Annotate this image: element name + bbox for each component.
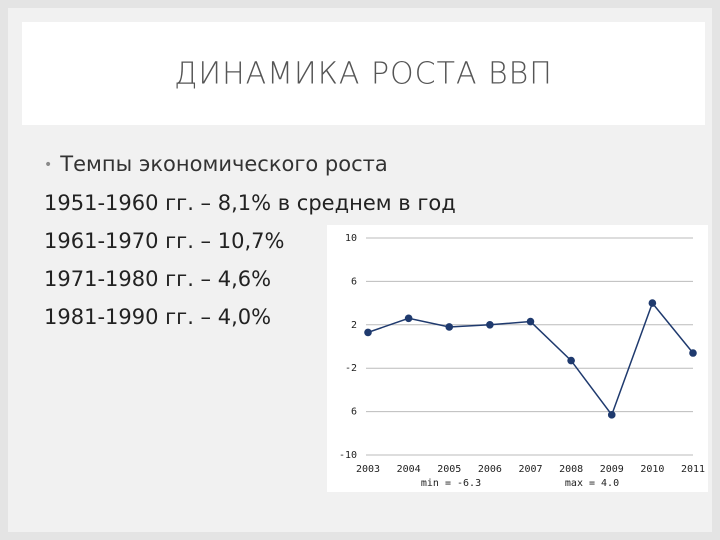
x-tick-label: 2003 xyxy=(356,464,380,475)
chart: 10 6 2 -2 6 -10 2003 2004 2005 2006 2007 2008 2009 20… xyxy=(327,225,708,492)
annotation: max = 4.0 xyxy=(565,478,619,489)
data-point xyxy=(404,314,413,323)
x-tick-label: 2011 xyxy=(681,464,705,475)
x-tick-label: 2009 xyxy=(600,464,624,475)
bullet-row: • Темпы экономического роста xyxy=(44,145,456,184)
data-point xyxy=(689,349,697,357)
data-point xyxy=(567,356,575,365)
y-tick-label: 6 xyxy=(351,407,357,418)
data-point xyxy=(364,328,372,337)
y-tick-label: 2 xyxy=(351,320,357,331)
annotation: min = -6.3 xyxy=(421,478,481,489)
data-point xyxy=(648,299,657,307)
data-point xyxy=(607,411,616,419)
slide-body: • Темпы экономического роста 1951-1960 гг… xyxy=(44,145,456,336)
y-tick-label: -2 xyxy=(345,363,357,374)
y-tick-label: 10 xyxy=(345,233,357,244)
bullet-dot: • xyxy=(44,157,53,173)
data-point xyxy=(526,317,535,326)
text-line: 1981-1990 гг. – 4,0% xyxy=(44,305,272,329)
x-tick-label: 2010 xyxy=(640,464,664,475)
x-tick-label: 2004 xyxy=(397,464,421,475)
data-point xyxy=(486,321,494,329)
text-line: 1951-1960 гг. – 8,1% в среднем в год xyxy=(44,191,456,215)
x-tick-label: 2005 xyxy=(437,464,461,475)
title-box: ДИНАМИКА РОСТА ВВП xyxy=(22,22,705,125)
x-tick-label: 2007 xyxy=(518,464,542,475)
data-point xyxy=(445,323,454,331)
y-tick-label: 6 xyxy=(351,276,357,287)
chart-background xyxy=(327,225,708,492)
text-line: 1961-1970 гг. – 10,7% xyxy=(44,229,285,253)
text-line: 1971-1980 гг. – 4,6% xyxy=(44,267,272,291)
slide-title: ДИНАМИКА РОСТА ВВП xyxy=(174,56,553,92)
x-tick-label: 2008 xyxy=(559,464,583,475)
x-tick-label: 2006 xyxy=(478,464,502,475)
bullet: Темпы экономического роста xyxy=(60,152,388,176)
y-tick-label: -10 xyxy=(339,450,357,461)
